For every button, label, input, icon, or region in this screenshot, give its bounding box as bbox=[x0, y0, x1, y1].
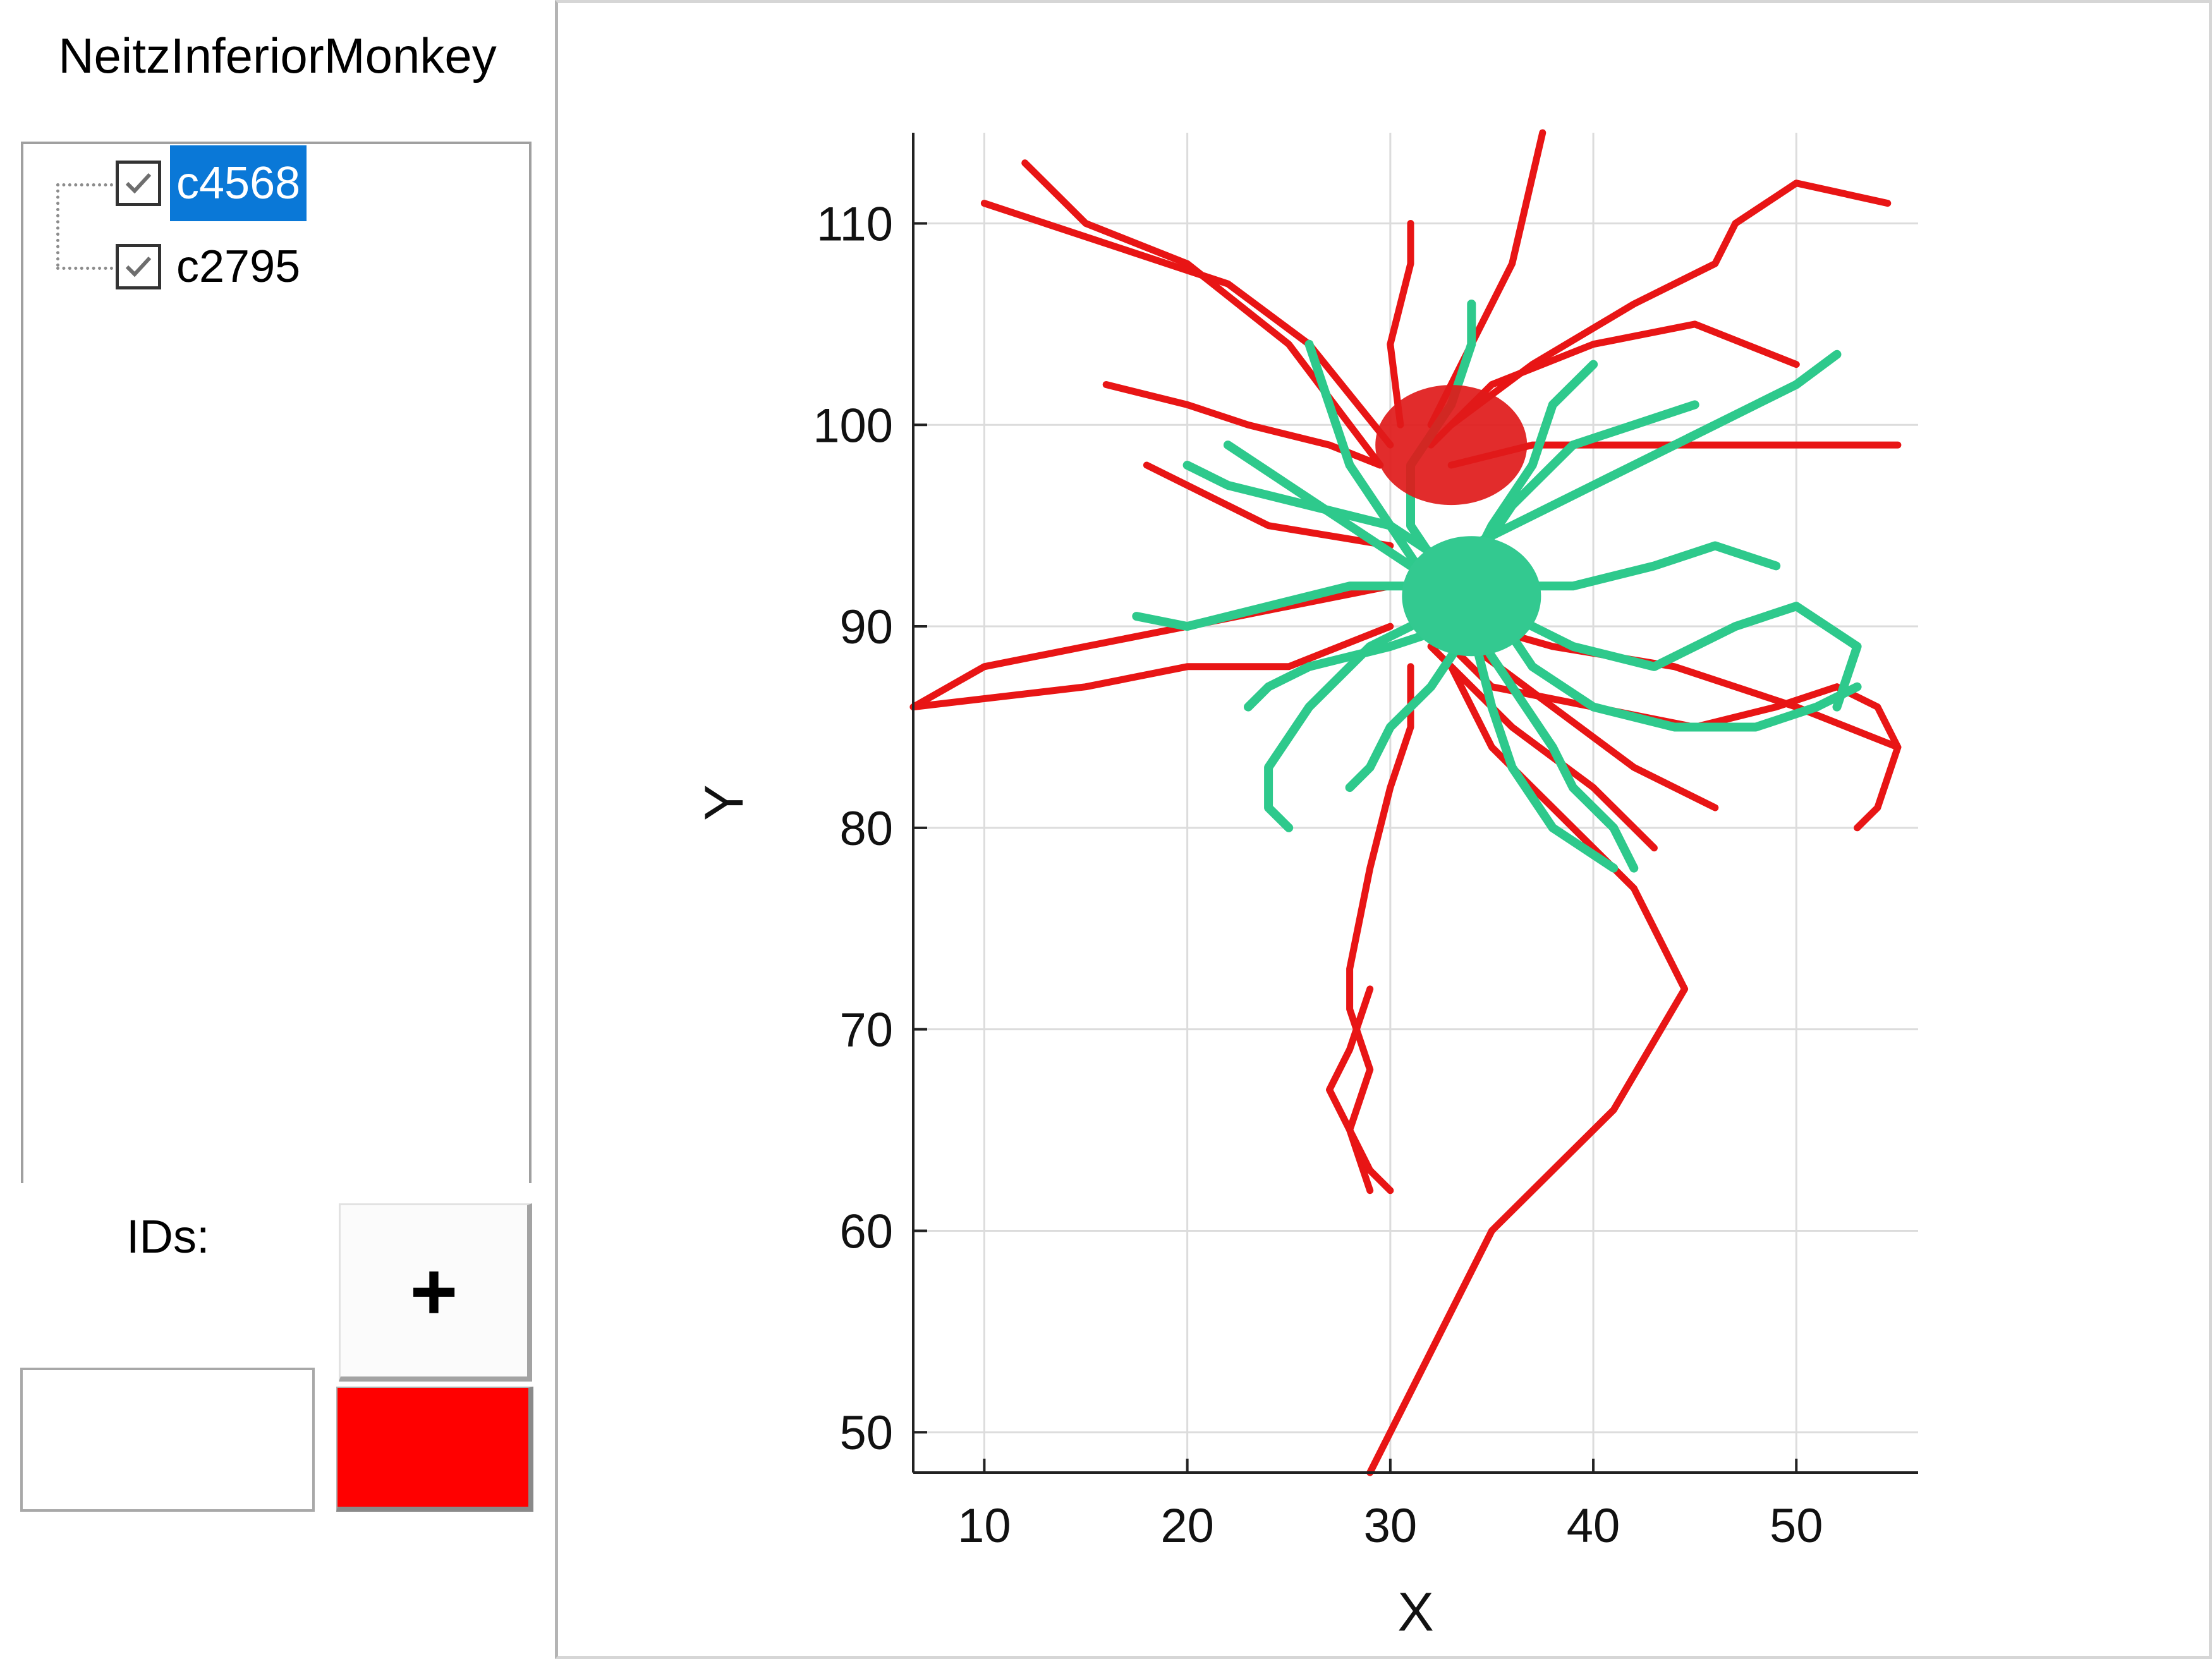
green-neuron-branch bbox=[1264, 602, 1456, 832]
color-swatch-button[interactable] bbox=[336, 1387, 533, 1512]
id-tree-view[interactable]: c4568 c2795 bbox=[21, 142, 532, 1183]
neuron-plot[interactable]: 10 20 30 40 50 50 60 70 80 90 100 110 X Y bbox=[558, 3, 2209, 1656]
check-icon bbox=[125, 173, 152, 194]
id-input[interactable] bbox=[20, 1368, 315, 1512]
y-axis-label: Y bbox=[694, 784, 755, 820]
x-tick-label: 50 bbox=[1770, 1499, 1823, 1553]
neuron-traces bbox=[909, 129, 1902, 1476]
tree-item-c4568[interactable]: c4568 bbox=[116, 145, 307, 221]
red-neuron-branch bbox=[909, 582, 1394, 711]
red-neuron-branch bbox=[1326, 985, 1394, 1194]
red-neuron-branch bbox=[909, 623, 1394, 711]
red-neuron-branch bbox=[1447, 179, 1892, 428]
y-tick-label: 60 bbox=[839, 1205, 893, 1258]
tree-connector-vertical bbox=[56, 183, 59, 267]
red-neuron-branch bbox=[1387, 220, 1414, 428]
tree-connector-2 bbox=[56, 267, 113, 270]
green-soma bbox=[1402, 536, 1541, 657]
green-neuron-branch bbox=[1304, 339, 1436, 591]
check-icon bbox=[125, 256, 152, 277]
axes bbox=[912, 133, 1918, 1474]
y-tick-label: 100 bbox=[813, 399, 893, 453]
green-neuron-branch bbox=[1467, 622, 1619, 873]
y-tick-label: 110 bbox=[817, 197, 893, 251]
green-neuron-branch bbox=[1132, 581, 1436, 631]
tree-connector-1 bbox=[56, 183, 113, 186]
green-neuron-branch bbox=[1244, 622, 1456, 712]
x-tick-label: 10 bbox=[957, 1499, 1011, 1553]
plot-panel: 10 20 30 40 50 50 60 70 80 90 100 110 X Y bbox=[555, 0, 2212, 1659]
y-tick-label: 90 bbox=[839, 600, 893, 654]
x-tick-label: 30 bbox=[1364, 1499, 1418, 1553]
red-neuron-branch bbox=[1468, 643, 1719, 811]
red-soma bbox=[1375, 385, 1528, 506]
y-tick-label: 50 bbox=[839, 1406, 893, 1460]
left-panel: NeitzInferiorMonkey c4568 c2795 IDs: + bbox=[0, 0, 555, 1659]
red-neuron-branch bbox=[1021, 159, 1384, 469]
green-neuron-branch bbox=[1467, 622, 1639, 873]
dataset-title: NeitzInferiorMonkey bbox=[58, 28, 497, 83]
tree-item-c2795[interactable]: c2795 bbox=[116, 229, 307, 305]
green-neuron-branch bbox=[1345, 622, 1476, 793]
green-neuron-branch bbox=[1467, 349, 1842, 550]
green-neuron-branch bbox=[1487, 602, 1862, 712]
green-neuron-branch bbox=[1182, 461, 1456, 571]
red-neuron-branch bbox=[1427, 643, 1658, 852]
green-neuron-branch bbox=[1467, 400, 1699, 571]
checkbox-c2795[interactable] bbox=[116, 244, 161, 289]
red-neuron-branch bbox=[1143, 461, 1394, 549]
x-axis-label: X bbox=[1397, 1582, 1433, 1643]
x-tick-label: 20 bbox=[1160, 1499, 1214, 1553]
tree-item-label[interactable]: c4568 bbox=[170, 145, 307, 221]
y-tick-label: 70 bbox=[839, 1004, 893, 1057]
red-neuron-branch bbox=[1427, 129, 1547, 428]
x-tick-label: 40 bbox=[1567, 1499, 1620, 1553]
green-neuron-branch bbox=[1487, 602, 1862, 732]
grid-lines bbox=[913, 133, 1918, 1473]
red-neuron-branch bbox=[1346, 663, 1414, 1194]
green-neuron-branch bbox=[1487, 541, 1781, 591]
checkbox-c4568[interactable] bbox=[116, 161, 161, 206]
y-tick-label: 80 bbox=[839, 802, 893, 856]
tree-item-label[interactable]: c2795 bbox=[176, 241, 301, 292]
red-neuron-branch bbox=[980, 200, 1394, 449]
add-id-button[interactable]: + bbox=[339, 1203, 532, 1382]
tick-labels: 10 20 30 40 50 50 60 70 80 90 100 110 bbox=[813, 197, 1823, 1553]
ids-label: IDs: bbox=[126, 1210, 210, 1263]
